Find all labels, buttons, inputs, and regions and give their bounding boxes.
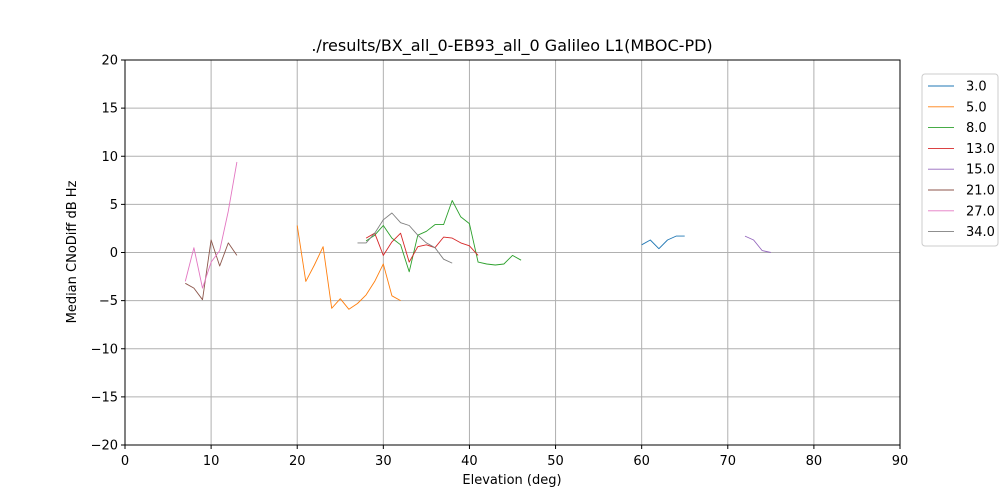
x-tick-label: 30 [375,454,392,469]
legend-label: 13.0 [966,142,995,157]
series-line-3-0 [641,235,685,250]
y-axis-label: Median CNoDiff dB Hz [65,180,80,323]
series-line-13-0 [365,232,479,263]
legend-label: 15.0 [966,163,995,178]
legend-label: 8.0 [966,121,987,136]
legend-label: 27.0 [966,204,995,219]
y-tick-label: −20 [91,439,118,454]
legend-box [921,73,999,247]
x-tick-label: 10 [203,454,220,469]
x-axis-ticks: 0 10 20 30 40 50 60 70 80 90 [121,445,908,469]
x-tick-label: 70 [720,454,737,469]
y-axis-ticks: −20 −15 −10 −5 0 5 10 15 20 [91,54,125,454]
x-tick-label: 0 [121,454,129,469]
y-tick-label: −15 [91,390,118,405]
series-line-15-0 [744,235,771,253]
series-line-8-0 [365,200,522,273]
series-line-5-0 [296,225,401,310]
x-tick-label: 40 [461,454,478,469]
chart-title: ./results/BX_all_0-EB93_all_0 Galileo L1… [311,36,712,56]
legend-label: 34.0 [966,225,995,240]
y-tick-label: 5 [110,198,118,213]
x-tick-label: 20 [289,454,306,469]
x-axis-label: Elevation (deg) [462,473,561,488]
y-tick-label: 20 [101,54,118,69]
x-tick-label: 50 [547,454,564,469]
x-tick-label: 60 [633,454,650,469]
y-tick-label: 0 [110,246,118,261]
series-lines [184,161,771,310]
y-tick-label: 10 [101,150,118,165]
legend-label: 3.0 [966,80,987,95]
y-tick-label: −5 [99,294,118,309]
x-tick-label: 80 [806,454,823,469]
x-tick-label: 90 [892,454,909,469]
y-tick-label: 15 [101,102,118,117]
legend-label: 21.0 [966,184,995,199]
legend-label: 5.0 [966,100,987,115]
y-tick-label: −10 [91,342,118,357]
series-line-27-0 [184,161,238,289]
series-line-34-0 [357,212,453,264]
series-line-21-0 [185,239,238,301]
legend: 3.0 5.0 8.0 13.0 15.0 21.0 27.0 34.0 [921,73,999,247]
